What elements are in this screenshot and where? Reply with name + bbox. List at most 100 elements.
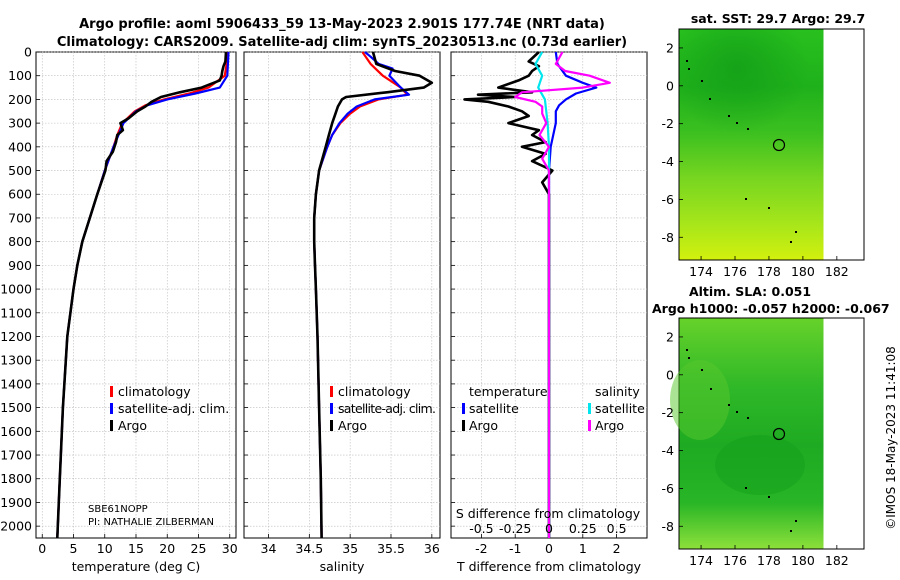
map-lat-label: -8 [662,230,675,245]
legend-swatch-climatology [110,386,113,397]
map-lat-label: -6 [662,481,675,496]
map-lon-label: 174 [689,264,713,279]
map-lon-label: 176 [723,264,747,279]
map-sla-yticks: 2 0 -2 -4 -6 -8 [662,329,683,534]
map-sla-islands [686,349,797,532]
map-sla-xticks: 174 176 178 180 182 [689,545,849,568]
x-tick-label: 35 [342,541,358,556]
legend-label-temp-argo: Argo [469,418,498,433]
x-tick-label: 10 [97,541,113,556]
series-line-salinity-argo [514,51,611,538]
depth-tick-label: 1700 [0,448,32,463]
map-lat-label: 0 [666,78,674,93]
secondary-tick-label: 0.25 [569,521,597,536]
legend-label-argo-sal: Argo [338,418,367,433]
x-tick-label: 1 [579,541,587,556]
x-tick-label: -2 [475,541,487,556]
title-line1: Argo profile: aoml 5906433_59 13-May-202… [79,17,605,32]
x-tick-label: 2 [613,541,621,556]
temperature-panel: 0100200300400500600700800900100011001200… [0,45,238,575]
legend-swatch-sal-satellite [588,403,591,414]
map-lon-label: 174 [689,553,713,568]
legend-label-sal-satellite: satellite [595,401,645,416]
map-sla-argo-marker [772,427,786,441]
legend-difference: temperature salinity satellite Argo sate… [462,384,645,433]
x-axis-label: temperature (deg C) [72,559,201,574]
map-lon-label: 176 [723,553,747,568]
x-tick-label: 35.5 [377,541,405,556]
legend-label-climatology: climatology [118,384,191,399]
legend-swatch-climatology-sal [330,386,333,397]
depth-tick-label: 2000 [0,519,32,534]
depth-tick-label: 1900 [0,495,32,510]
series-line-argo [312,51,434,539]
x-tick-label: 5 [70,541,78,556]
map-sst: 2 0 -2 -4 -6 -8 174 176 178 180 182 [662,28,865,279]
legend-swatch-argo-sal [330,420,333,431]
depth-tick-label: 1400 [0,376,32,391]
map-lat-label: 2 [666,40,674,55]
legend-swatch-sal-argo [588,420,591,431]
legend-label-climatology-sal: climatology [338,384,411,399]
map-lat-label: -2 [662,116,674,131]
map-lat-label: -6 [662,192,675,207]
series-line-argo [56,51,228,539]
legend-temp-header: temperature [469,384,548,399]
legend-swatch-satellite [110,403,113,414]
map-lon-label: 182 [825,264,849,279]
depth-tick-label: 0 [24,45,32,60]
depth-tick-label: 700 [8,210,32,225]
depth-tick-label: 1100 [0,305,32,320]
depth-tick-label: 1500 [0,400,32,415]
depth-tick-label: 800 [8,234,32,249]
depth-tick-label: 1600 [0,424,32,439]
x-tick-label: -1 [509,541,521,556]
map-sst-title: sat. SST: 29.7 Argo: 29.7 [691,11,865,26]
depth-tick-label: 100 [8,68,32,83]
x-tick-label: 20 [159,541,175,556]
map-sla-eddy-2 [670,360,730,440]
x-tick-label: 0 [545,541,553,556]
title-line2: Climatology: CARS2009. Satellite-adj cli… [57,35,627,50]
x-tick-label: 0 [38,541,46,556]
map-lat-label: 2 [666,329,674,344]
imos-watermark: ©IMOS 18-May-2023 11:41:08 [884,346,898,530]
map-sla-eddy-1 [715,435,805,495]
depth-tick-label: 600 [8,187,32,202]
secondary-tick-label: -0.5 [469,521,493,536]
legend-swatch-temp-satellite [462,403,465,414]
legend-label-temp-satellite: satellite [469,401,519,416]
map-lat-label: 0 [666,367,674,382]
secondary-tick-label: 0 [545,521,553,536]
legend-label-satellite: satellite-adj. clim. [118,401,229,416]
map-lat-label: -8 [662,519,675,534]
map-lat-label: -4 [662,443,675,458]
legend-swatch-satellite-sal [330,403,333,414]
legend-label-argo: Argo [118,418,147,433]
x-tick-label: 30 [222,541,238,556]
map-sst-yticks: 2 0 -2 -4 -6 -8 [662,40,683,245]
x-axis-label: salinity [320,559,365,574]
depth-tick-label: 200 [8,92,32,107]
x-tick-label: 25 [191,541,207,556]
pi-label: PI: NATHALIE ZILBERMAN [88,517,214,528]
depth-tick-label: 1200 [0,329,32,344]
legend-swatch-argo [110,420,113,431]
legend-swatch-temp-argo [462,420,465,431]
x-tick-label: 15 [128,541,144,556]
x-axis-label: T difference from climatology [456,559,642,574]
legend-label-satellite-sal: satellite-adj. clim. [338,401,436,416]
legend-salinity: climatology satellite-adj. clim. Argo [330,384,436,433]
map-lon-label: 180 [791,553,815,568]
map-lat-label: -2 [662,405,674,420]
map-lon-label: 178 [757,264,781,279]
x-tick-label: 36 [424,541,440,556]
map-lon-label: 182 [825,553,849,568]
map-sst-xticks: 174 176 178 180 182 [689,256,849,279]
secondary-tick-label: 0.5 [607,521,627,536]
map-sst-argo-marker [772,138,786,152]
map-sla: 2 0 -2 -4 -6 -8 174 176 178 180 182 [662,317,865,568]
salinity-panel: 34 34.5 35 35.5 36 salinity [243,51,441,574]
secondary-axis-ticks: -0.5 -0.25 0 0.25 0.5 [469,521,626,536]
